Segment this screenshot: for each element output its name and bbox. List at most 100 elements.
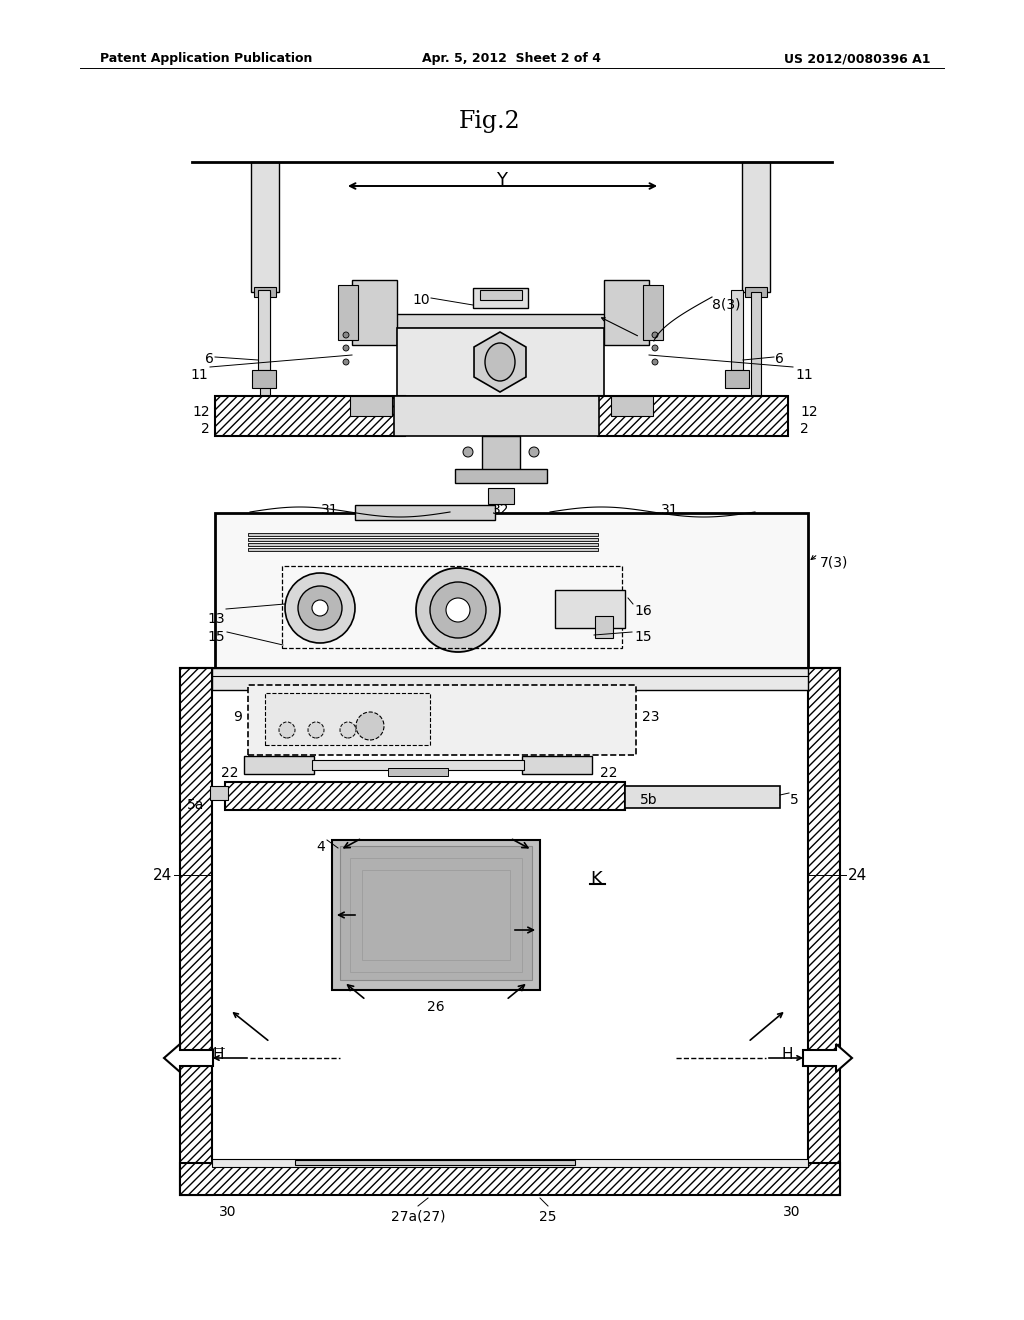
Text: 6: 6 [775,352,784,366]
Text: 12: 12 [193,405,210,418]
Bar [731,290,743,370]
Bar [522,756,592,774]
Bar [745,286,767,297]
Bar [338,285,358,341]
Text: 24: 24 [848,867,867,883]
Text: 11: 11 [190,368,208,381]
Text: 8(3): 8(3) [712,297,740,312]
Bar [248,539,598,541]
Polygon shape [164,1044,213,1072]
Bar [482,436,520,477]
Bar [643,285,663,341]
Bar [332,840,540,990]
Bar [248,548,598,550]
Text: 30: 30 [783,1205,801,1218]
Text: 22: 22 [220,766,238,780]
Bar [265,693,430,744]
Bar [212,1159,808,1167]
Bar [395,314,605,327]
Bar [488,488,514,504]
Bar [255,414,275,426]
Bar [180,1163,840,1195]
Circle shape [312,601,328,616]
Text: 5: 5 [790,793,799,807]
Text: 25: 25 [540,1210,557,1224]
Bar [555,590,625,628]
Text: 4: 4 [316,840,325,854]
Polygon shape [803,1044,852,1072]
Text: 16: 16 [634,605,651,618]
Circle shape [340,722,356,738]
Text: 15: 15 [634,630,651,644]
Circle shape [343,359,349,366]
Bar [251,162,279,292]
Text: 22: 22 [600,766,617,780]
Bar [312,760,524,770]
Circle shape [298,586,342,630]
Text: Y: Y [497,172,508,189]
Text: 30: 30 [219,1205,237,1218]
Circle shape [652,359,658,366]
Bar [215,513,808,668]
Bar [258,290,270,370]
Circle shape [430,582,486,638]
Bar [248,543,598,546]
Bar [598,396,788,436]
Circle shape [446,598,470,622]
Bar [455,469,547,483]
Text: 6: 6 [205,352,214,366]
Text: H: H [213,1047,224,1063]
Bar [295,1160,575,1166]
Text: 2: 2 [800,422,809,436]
Circle shape [652,345,658,351]
Circle shape [529,447,539,457]
Bar [254,286,276,297]
Text: Apr. 5, 2012  Sheet 2 of 4: Apr. 5, 2012 Sheet 2 of 4 [423,51,601,65]
Bar [215,396,406,436]
Bar [340,846,532,979]
Bar [350,396,392,416]
Bar [225,781,625,810]
Bar [252,370,276,388]
Bar [480,290,522,300]
Circle shape [356,711,384,741]
Text: 2: 2 [202,422,210,436]
Text: 12: 12 [800,405,817,418]
Bar [473,288,528,308]
Circle shape [652,333,658,338]
Text: 31: 31 [322,503,339,517]
Bar [282,566,622,648]
Bar [212,668,808,690]
Circle shape [308,722,324,738]
Bar [611,396,653,416]
Bar [746,414,766,426]
Text: 5a: 5a [186,799,204,812]
Text: 15: 15 [208,630,225,644]
Text: 11: 11 [795,368,813,381]
Text: H: H [781,1047,793,1063]
Text: 24: 24 [153,867,172,883]
Text: 5b: 5b [640,793,657,807]
Bar [244,756,314,774]
Circle shape [279,722,295,738]
Bar [595,616,613,638]
Bar [725,370,749,388]
Bar [808,668,840,1195]
Circle shape [343,345,349,351]
Text: 26: 26 [427,1001,444,1014]
Circle shape [343,333,349,338]
Text: 31: 31 [662,503,679,517]
Text: 9: 9 [233,710,242,723]
Polygon shape [474,333,526,392]
Bar [625,785,780,808]
Bar [210,785,228,800]
Bar [180,668,212,1195]
Bar [352,280,397,345]
Bar [350,858,522,972]
Text: 7(3): 7(3) [820,556,848,570]
Bar [388,768,449,776]
Bar [355,506,495,520]
Bar [742,162,770,292]
Bar [604,280,649,345]
Bar [248,685,636,755]
